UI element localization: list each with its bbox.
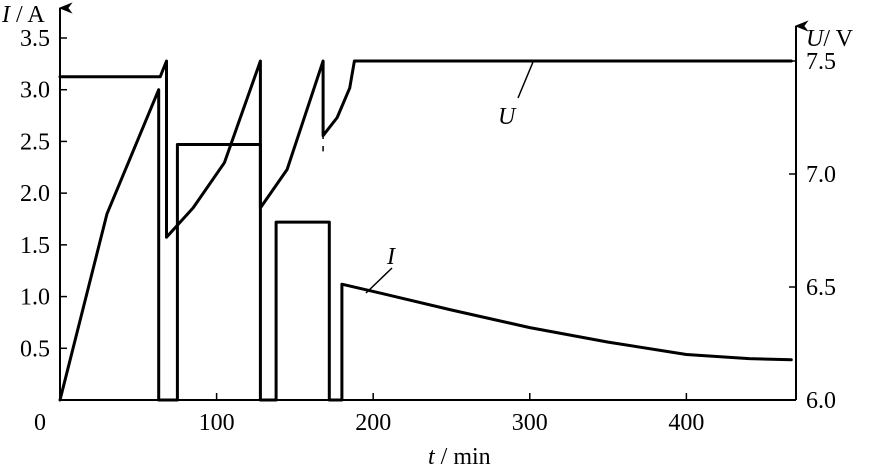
u-label-leader [517, 61, 534, 99]
right-y-tick-label-6.5: 6.5 [806, 275, 836, 301]
series-label-u: U [498, 104, 517, 130]
left-y-tick-label-1.5: 1.5 [20, 233, 50, 259]
right-y-tick-label-7.0: 7.0 [806, 162, 836, 188]
x-tick-label-200: 200 [355, 410, 391, 436]
i-label-leader [365, 267, 393, 294]
right-y-axis-symbol: U [806, 26, 825, 52]
left-y-tick-label-0.5: 0.5 [20, 336, 50, 362]
right-y-tick-label-7.5: 7.5 [806, 49, 836, 75]
x-axis-label: t / min [428, 444, 491, 468]
x-tick-label-300: 300 [512, 410, 548, 436]
series-line-u [58, 59, 793, 239]
series-lines [58, 59, 793, 402]
x-tick-label-0: 0 [34, 410, 46, 436]
left-y-axis-label: I / A [1, 2, 45, 28]
series-line-i [58, 88, 793, 402]
x-tick-label-100: 100 [199, 410, 235, 436]
right-y-axis-unit: / V [823, 26, 853, 52]
right-y-tick-label-6.0: 6.0 [806, 388, 836, 414]
left-y-tick-label-1.0: 1.0 [20, 285, 50, 311]
left-y-axis-ticks: 0.5 1.0 1.5 2.0 2.5 3.0 3.5 [20, 26, 67, 362]
x-axis-symbol: t [428, 444, 436, 468]
left-y-tick-label-2.5: 2.5 [20, 129, 50, 155]
series-label-i: I [386, 244, 396, 270]
left-y-axis-symbol: I [1, 2, 11, 28]
left-y-tick-label-3.0: 3.0 [20, 78, 50, 104]
x-axis-ticks: 0 100 200 300 400 [34, 393, 704, 436]
left-y-axis-unit: / A [10, 2, 45, 28]
left-y-tick-label-2.0: 2.0 [20, 181, 50, 207]
right-y-axis-label: U/ V [806, 26, 854, 52]
x-axis-unit: / min [435, 444, 491, 468]
left-y-tick-label-3.5: 3.5 [20, 26, 50, 52]
x-tick-label-400: 400 [668, 410, 704, 436]
right-y-axis-ticks: 6.0 6.5 7.0 7.5 [789, 49, 836, 414]
